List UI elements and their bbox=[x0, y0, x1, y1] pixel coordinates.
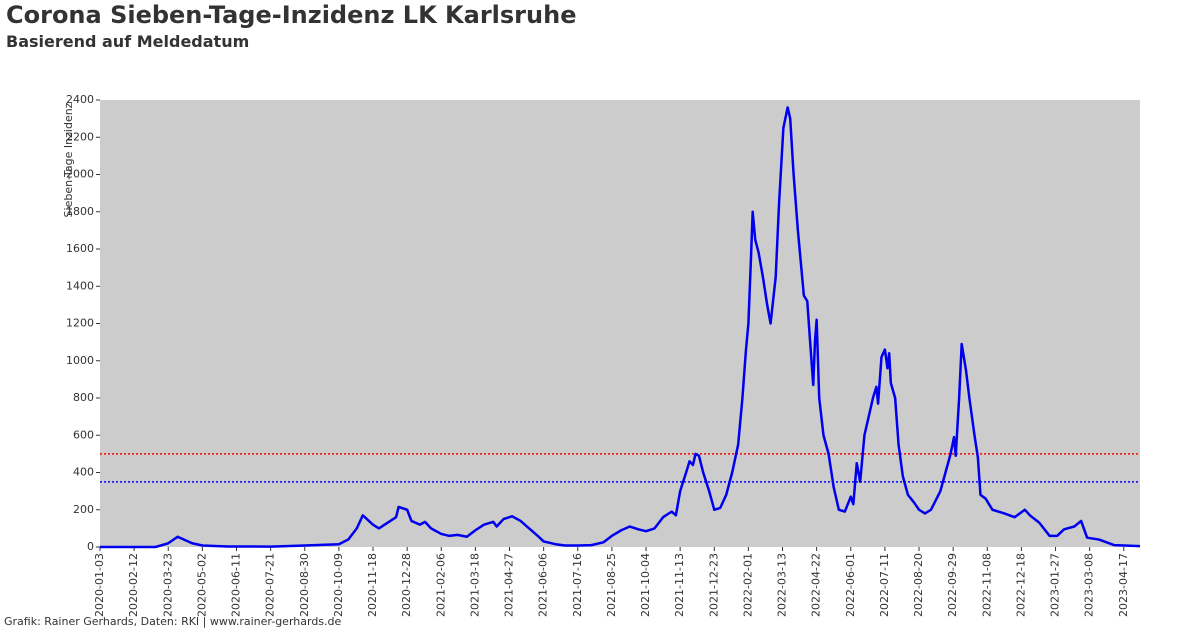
x-tick-label: 2020-03-23 bbox=[161, 553, 174, 617]
y-tick-label: 2200 bbox=[66, 130, 94, 143]
y-tick-label: 600 bbox=[73, 428, 94, 441]
x-tick-label: 2022-03-13 bbox=[776, 553, 789, 617]
x-tick-label: 2020-05-02 bbox=[195, 553, 208, 617]
x-tick-label: 2022-02-01 bbox=[741, 553, 754, 617]
chart-subtitle: Basierend auf Meldedatum bbox=[6, 32, 249, 51]
footer: Grafik: Rainer Gerhards, Daten: RKI | ww… bbox=[4, 615, 342, 628]
plot-background bbox=[100, 100, 1140, 547]
x-tick-label: 2020-06-11 bbox=[230, 553, 243, 617]
x-tick-label: 2022-07-11 bbox=[878, 553, 891, 617]
x-tick-label: 2022-06-01 bbox=[844, 553, 857, 617]
x-tick-label: 2023-01-27 bbox=[1049, 553, 1062, 617]
y-tick-label: 1200 bbox=[66, 317, 94, 330]
x-tick-label: 2022-04-22 bbox=[810, 553, 823, 617]
y-tick-label: 1800 bbox=[66, 205, 94, 218]
x-tick-label: 2021-04-27 bbox=[503, 553, 516, 617]
x-tick-label: 2020-02-12 bbox=[127, 553, 140, 617]
y-tick-label: 2000 bbox=[66, 168, 94, 181]
x-tick-label: 2021-11-13 bbox=[673, 553, 686, 617]
x-tick-label: 2022-08-20 bbox=[912, 553, 925, 617]
x-tick-label: 2021-03-18 bbox=[468, 553, 481, 617]
x-tick-label: 2020-10-09 bbox=[332, 553, 345, 617]
y-tick-label: 1000 bbox=[66, 354, 94, 367]
x-tick-label: 2020-01-03 bbox=[93, 553, 106, 617]
y-tick-label: 1600 bbox=[66, 242, 94, 255]
x-tick-label: 2020-12-28 bbox=[400, 553, 413, 617]
x-tick-label: 2022-11-08 bbox=[980, 553, 993, 617]
x-tick-label: 2021-07-16 bbox=[571, 553, 584, 617]
x-tick-label: 2020-11-18 bbox=[366, 553, 379, 617]
x-tick-label: 2022-09-29 bbox=[946, 553, 959, 617]
x-tick-label: 2022-12-18 bbox=[1014, 553, 1027, 617]
x-tick-label: 2021-06-06 bbox=[537, 553, 550, 617]
x-tick-label: 2021-10-04 bbox=[639, 553, 652, 617]
x-tick-label: 2021-12-23 bbox=[707, 553, 720, 617]
x-tick-label: 2021-02-06 bbox=[434, 553, 447, 617]
y-tick-label: 400 bbox=[73, 466, 94, 479]
x-tick-label: 2021-08-25 bbox=[605, 553, 618, 617]
x-tick-label: 2020-08-30 bbox=[298, 553, 311, 617]
y-tick-label: 800 bbox=[73, 391, 94, 404]
x-tick-label: 2023-04-17 bbox=[1117, 553, 1130, 617]
y-axis-label: Sieben-Tage Inzidenz bbox=[62, 102, 75, 217]
x-tick-label: 2020-07-21 bbox=[264, 553, 277, 617]
y-tick-label: 0 bbox=[87, 540, 94, 553]
data-line bbox=[100, 106, 1141, 549]
y-tick-label: 2400 bbox=[66, 93, 94, 106]
y-tick-label: 200 bbox=[73, 503, 94, 516]
y-tick-label: 1400 bbox=[66, 279, 94, 292]
x-tick-label: 2023-03-08 bbox=[1083, 553, 1096, 617]
chart-title: Corona Sieben-Tage-Inzidenz LK Karlsruhe bbox=[6, 1, 576, 29]
